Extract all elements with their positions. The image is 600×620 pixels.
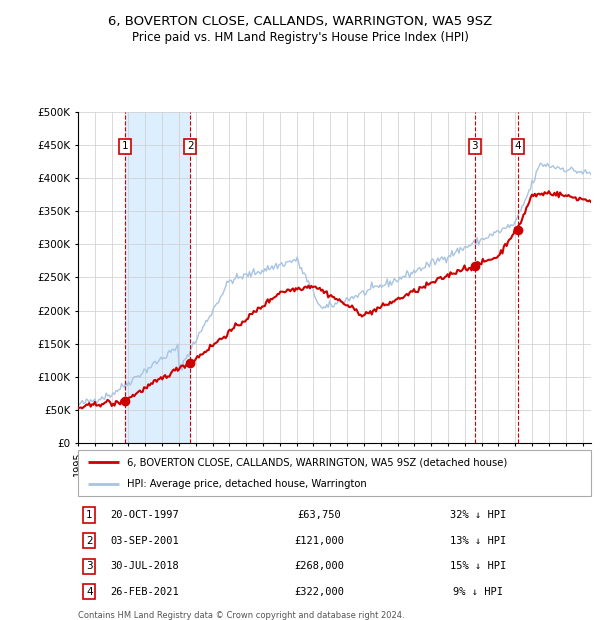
Text: 6, BOVERTON CLOSE, CALLANDS, WARRINGTON, WA5 9SZ (detached house): 6, BOVERTON CLOSE, CALLANDS, WARRINGTON,… <box>127 457 507 467</box>
Text: 2: 2 <box>86 536 92 546</box>
Text: 3: 3 <box>471 141 478 151</box>
Text: £268,000: £268,000 <box>294 561 344 571</box>
Text: 03-SEP-2001: 03-SEP-2001 <box>110 536 179 546</box>
Bar <box>125 112 190 443</box>
Text: 6, BOVERTON CLOSE, CALLANDS, WARRINGTON, WA5 9SZ: 6, BOVERTON CLOSE, CALLANDS, WARRINGTON,… <box>108 16 492 29</box>
Text: 32% ↓ HPI: 32% ↓ HPI <box>450 510 506 520</box>
Text: 1: 1 <box>122 141 128 151</box>
Text: Contains HM Land Registry data © Crown copyright and database right 2024.: Contains HM Land Registry data © Crown c… <box>78 611 404 620</box>
Text: HPI: Average price, detached house, Warrington: HPI: Average price, detached house, Warr… <box>127 479 367 489</box>
Text: 13% ↓ HPI: 13% ↓ HPI <box>450 536 506 546</box>
Text: 4: 4 <box>86 587 92 596</box>
Text: 26-FEB-2021: 26-FEB-2021 <box>110 587 179 596</box>
Text: 2: 2 <box>187 141 193 151</box>
Text: £121,000: £121,000 <box>294 536 344 546</box>
Text: 20-OCT-1997: 20-OCT-1997 <box>110 510 179 520</box>
FancyBboxPatch shape <box>78 450 591 496</box>
Text: 30-JUL-2018: 30-JUL-2018 <box>110 561 179 571</box>
Text: 3: 3 <box>86 561 92 571</box>
Text: Price paid vs. HM Land Registry's House Price Index (HPI): Price paid vs. HM Land Registry's House … <box>131 31 469 44</box>
Text: 9% ↓ HPI: 9% ↓ HPI <box>453 587 503 596</box>
Text: 4: 4 <box>515 141 521 151</box>
Text: £322,000: £322,000 <box>294 587 344 596</box>
Text: £63,750: £63,750 <box>297 510 341 520</box>
Text: 1: 1 <box>86 510 92 520</box>
Text: 15% ↓ HPI: 15% ↓ HPI <box>450 561 506 571</box>
